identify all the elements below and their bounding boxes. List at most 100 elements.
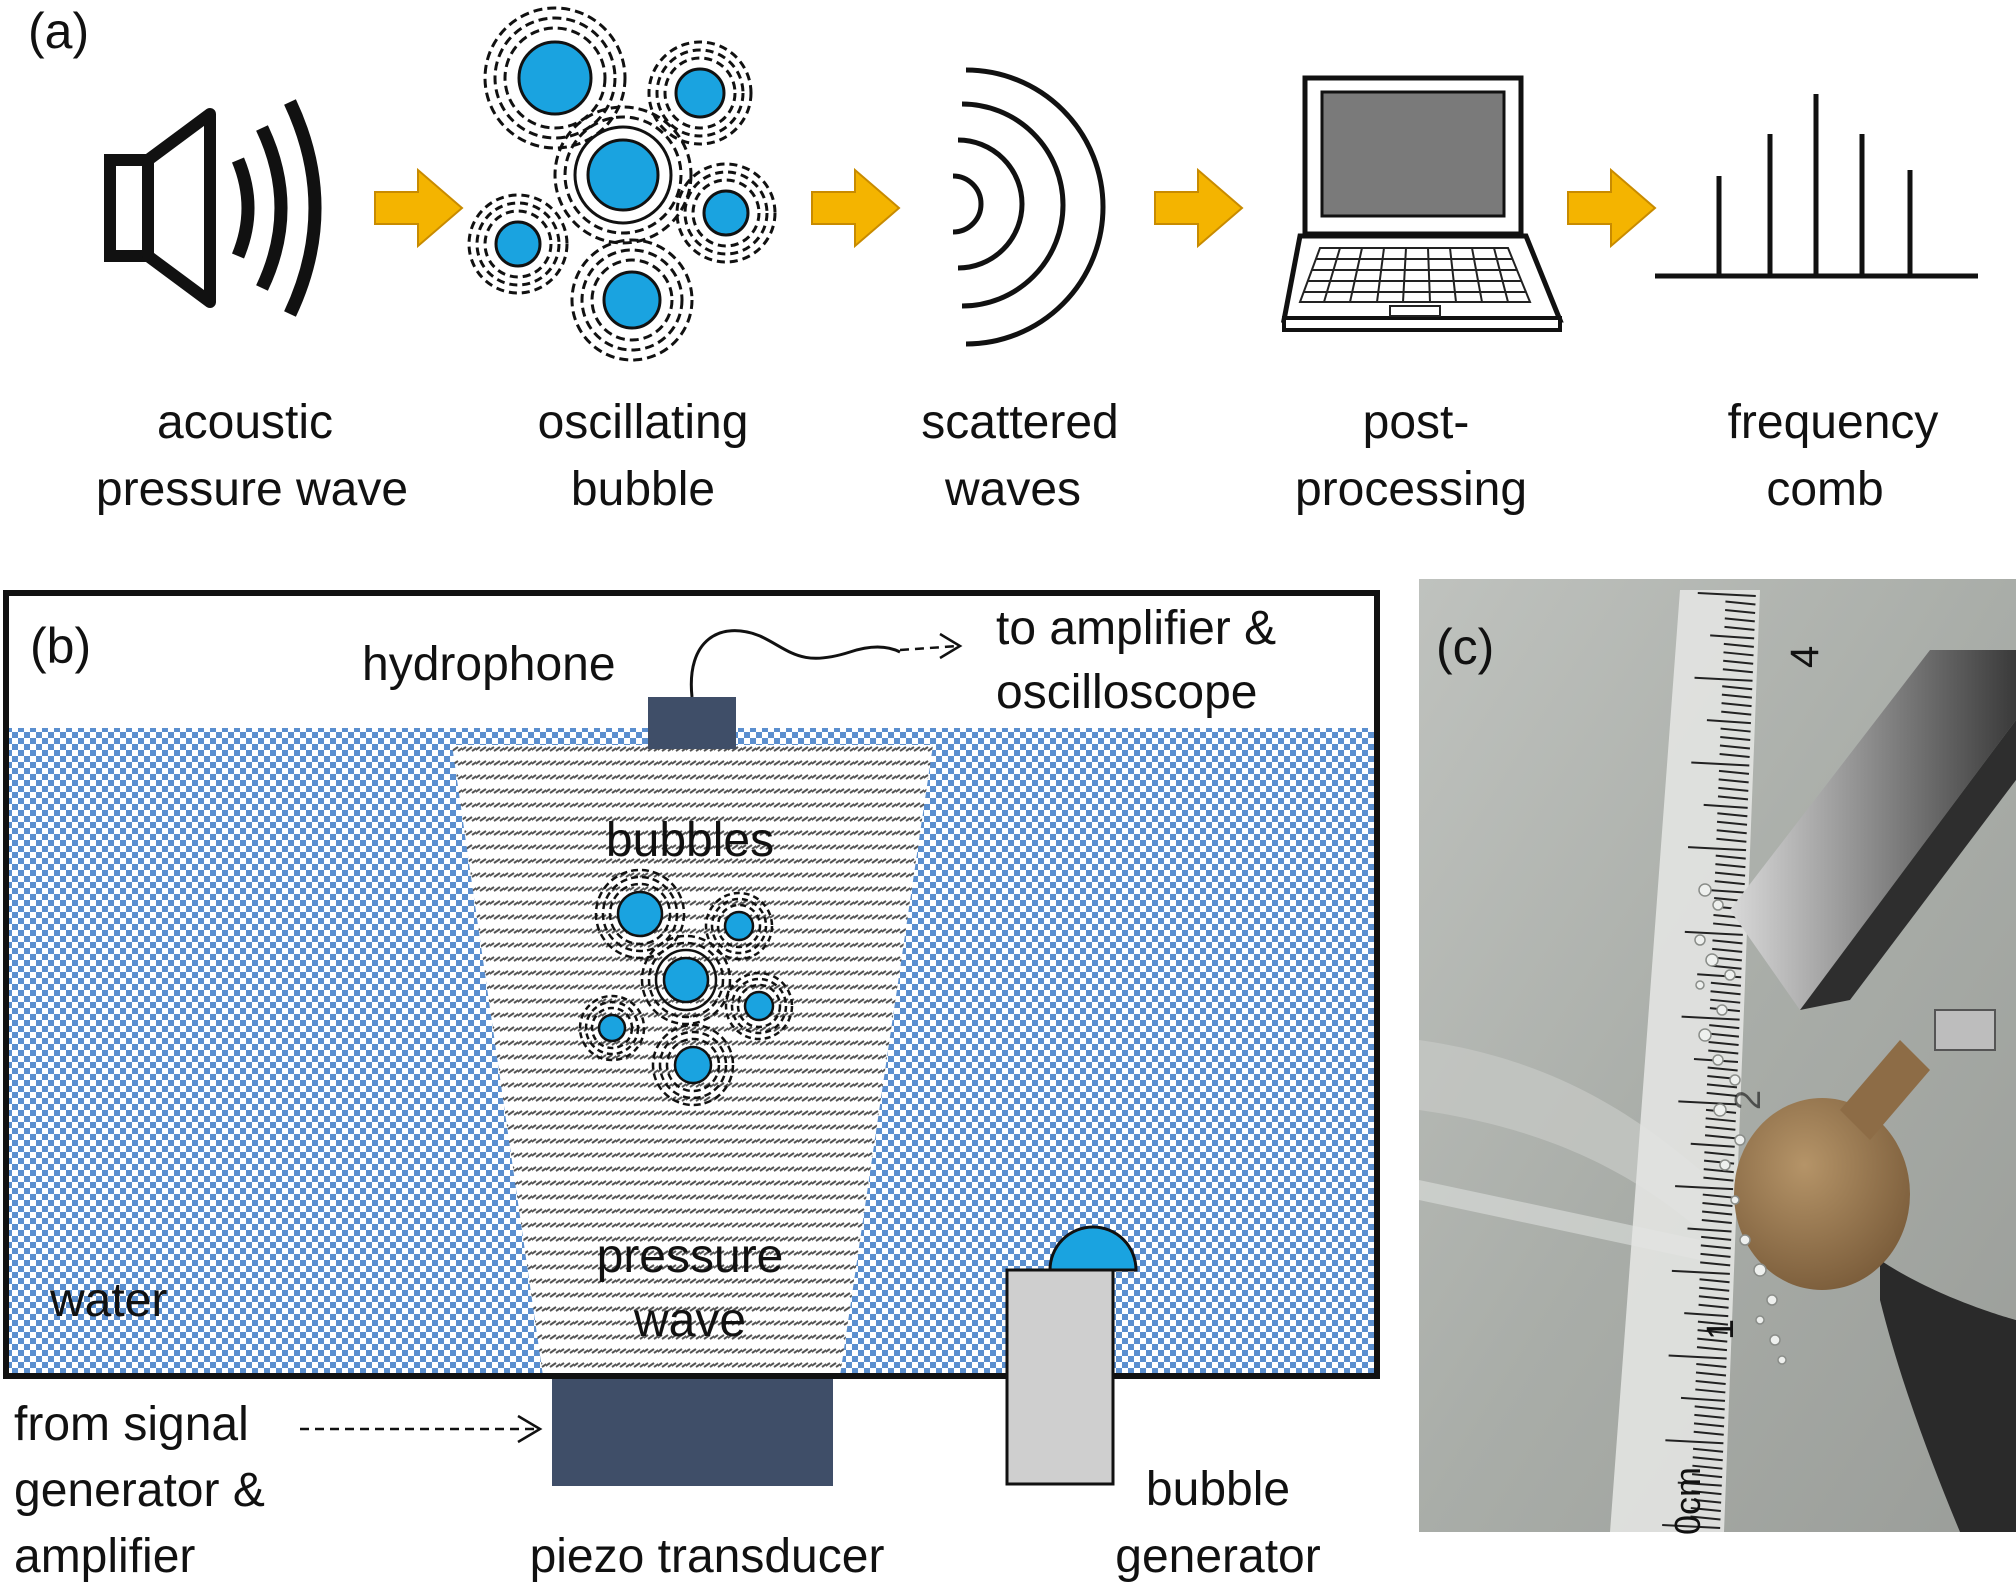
ruler-tick <box>1694 1405 1725 1411</box>
ruler-tick <box>1687 1227 1732 1233</box>
hydrophone-cable <box>689 629 901 698</box>
arrow-icon-3 <box>1154 167 1244 249</box>
step-3-line1: scattered <box>921 396 1118 449</box>
ruler-tick <box>1723 651 1754 657</box>
panel-a: (a) <box>28 3 1978 516</box>
ruler-tick <box>1677 1481 1722 1487</box>
hydrophone-label: hydrophone <box>362 638 616 691</box>
ruler-tick <box>1692 1464 1723 1470</box>
step-1-line1: acoustic <box>157 396 333 449</box>
ruler-tick <box>1696 1363 1727 1369</box>
bubbles-label: bubbles <box>606 814 774 867</box>
ruler-tick <box>1709 1024 1740 1030</box>
ruler-tick <box>1718 769 1750 775</box>
ruler-tick <box>1680 1396 1726 1402</box>
ruler-tick <box>1697 1329 1728 1335</box>
frequency-comb-icon <box>1655 94 1978 279</box>
ruler-tick <box>1690 1507 1721 1513</box>
ruler-tick <box>1725 608 1756 614</box>
ruler-tick <box>1698 1295 1729 1301</box>
ruler-tick <box>1665 1439 1724 1445</box>
ruler-tick <box>1684 930 1743 936</box>
input-arrow-icon <box>300 1414 543 1444</box>
ruler-tick <box>1714 871 1746 877</box>
ruler-tick <box>1706 1083 1738 1089</box>
ruler-tick <box>1710 998 1741 1004</box>
ruler-tick <box>1718 778 1749 784</box>
input-label-line1: from signal <box>14 1398 249 1451</box>
ruler-tick <box>1692 1456 1723 1462</box>
panel-c-label: (c) <box>1436 619 1494 675</box>
input-label-line2: generator & <box>14 1464 265 1517</box>
ruler-tick <box>1700 1261 1731 1267</box>
ruler-tick <box>1696 1346 1728 1352</box>
ruler-label-1: 1 <box>1700 1319 1742 1340</box>
ruler-tick <box>1720 736 1751 742</box>
ruler-tick <box>1716 829 1747 835</box>
bubble-generator-label-line2: generator <box>1115 1530 1320 1583</box>
ruler-tick <box>1688 846 1747 852</box>
ruler-tick <box>1695 1388 1726 1394</box>
ruler-tick <box>1723 659 1754 665</box>
bubble-generator-device <box>1005 1225 1138 1486</box>
ruler-label-4: 4 <box>1783 646 1827 668</box>
laptop-icon <box>1280 75 1564 332</box>
ruler-tick <box>1701 1218 1732 1224</box>
ruler-tick <box>1697 592 1756 597</box>
ruler-tick <box>1675 1185 1734 1191</box>
ruler-tick <box>1725 600 1756 606</box>
ruler-tick <box>1678 1100 1737 1106</box>
step-4-line1: post- <box>1363 396 1470 449</box>
speaker-icon <box>104 99 322 317</box>
ruler-tick <box>1697 1337 1728 1343</box>
ruler-tick <box>1701 1235 1732 1241</box>
panel-c: 4 3 2 1 0cm (c) <box>1419 579 2016 1535</box>
bubble-generator-label-line1: bubble <box>1146 1463 1290 1516</box>
ruler-tick <box>1702 1202 1733 1208</box>
ruler-tick <box>1710 990 1741 996</box>
piezo-transducer-device <box>552 1379 833 1486</box>
ruler-tick <box>1684 1312 1729 1318</box>
ruler-tick <box>1695 1371 1727 1377</box>
arrow-icon-4 <box>1567 167 1657 249</box>
ruler-tick <box>1719 744 1751 750</box>
panel-b: (b) hydrophone to amplifier & oscillosco… <box>3 590 1380 1583</box>
ruler-tick <box>1723 642 1754 648</box>
ruler-tick <box>1708 1049 1739 1055</box>
ruler-tick <box>1705 1125 1736 1131</box>
scattered-waves-icon <box>952 67 1106 347</box>
step-2-line2: bubble <box>571 463 715 516</box>
ruler-tick <box>1690 1142 1735 1148</box>
ruler-tick <box>1668 1354 1727 1360</box>
ruler-tick <box>1704 1151 1735 1157</box>
step-3-line2: waves <box>944 463 1081 516</box>
step-4-line2: processing <box>1295 463 1527 516</box>
ruler-tick <box>1702 1193 1733 1199</box>
panel-a-label: (a) <box>28 3 89 59</box>
ruler-label-0cm: 0cm <box>1667 1467 1708 1535</box>
ruler-tick <box>1712 947 1743 953</box>
ruler-tick <box>1712 939 1743 945</box>
ruler-tick <box>1662 1524 1721 1529</box>
water-label: water <box>49 1274 167 1327</box>
hydrophone-device <box>648 697 736 749</box>
pressure-wave-label-line2: wave <box>633 1294 746 1347</box>
ruler-tick <box>1714 880 1745 886</box>
ruler-tick <box>1700 1252 1731 1258</box>
ruler-tick <box>1706 1091 1737 1097</box>
ruler-tick <box>1703 1176 1734 1182</box>
ruler-tick <box>1708 1041 1739 1047</box>
ruler-tick <box>1693 1422 1725 1428</box>
ruler-tick <box>1691 1490 1722 1496</box>
ruler-tick <box>1690 1515 1721 1521</box>
ruler-tick <box>1699 1278 1730 1284</box>
panel-b-label: (b) <box>30 618 91 674</box>
ruler-tick <box>1698 1303 1729 1309</box>
ruler-tick <box>1717 795 1749 801</box>
ruler-tick <box>1694 676 1753 682</box>
output-label-line1: to amplifier & <box>996 602 1276 655</box>
ruler-tick <box>1691 761 1750 767</box>
water-tank <box>3 590 1380 1379</box>
ruler-tick <box>1718 786 1749 792</box>
step-5-line2: comb <box>1766 463 1883 516</box>
